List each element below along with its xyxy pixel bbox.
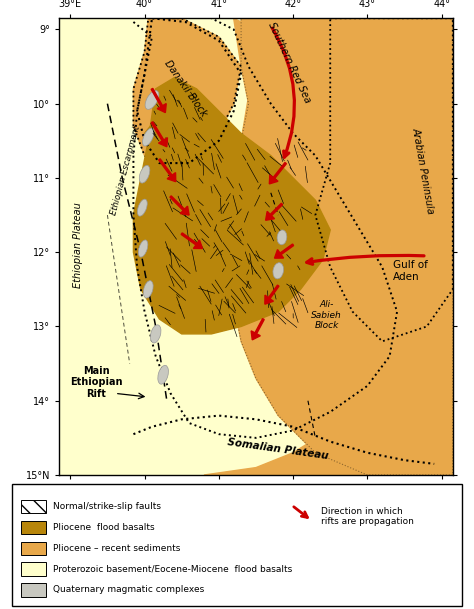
FancyArrow shape bbox=[274, 244, 293, 258]
Ellipse shape bbox=[139, 166, 150, 183]
FancyArrow shape bbox=[265, 285, 279, 304]
FancyArrow shape bbox=[151, 88, 166, 113]
Text: Danakil Block: Danakil Block bbox=[162, 59, 209, 119]
FancyArrow shape bbox=[181, 233, 202, 248]
Ellipse shape bbox=[273, 262, 283, 279]
Text: Gulf of
Aden: Gulf of Aden bbox=[393, 260, 428, 281]
Text: Proterozoic basement/Eocene-Miocene  flood basalts: Proterozoic basement/Eocene-Miocene floo… bbox=[53, 565, 292, 574]
Text: Ethiopian Escarpment: Ethiopian Escarpment bbox=[110, 125, 142, 216]
FancyArrow shape bbox=[251, 319, 264, 340]
Polygon shape bbox=[145, 104, 211, 171]
Ellipse shape bbox=[158, 365, 168, 384]
Ellipse shape bbox=[277, 230, 287, 245]
FancyArrow shape bbox=[269, 163, 286, 184]
Text: Pliocene – recent sediments: Pliocene – recent sediments bbox=[53, 544, 180, 553]
Text: Pliocene  flood basalts: Pliocene flood basalts bbox=[53, 523, 155, 532]
FancyArrow shape bbox=[170, 196, 189, 215]
Polygon shape bbox=[133, 18, 241, 171]
Ellipse shape bbox=[145, 91, 159, 110]
Ellipse shape bbox=[138, 240, 148, 257]
Text: Ethiopian Plateau: Ethiopian Plateau bbox=[73, 202, 83, 287]
Text: Direction in which
rifts are propagation: Direction in which rifts are propagation bbox=[321, 507, 414, 526]
Text: Somalian Plateau: Somalian Plateau bbox=[227, 437, 329, 461]
Bar bbox=[21, 521, 46, 534]
Ellipse shape bbox=[150, 325, 161, 343]
Text: Normal/strike-slip faults: Normal/strike-slip faults bbox=[53, 502, 161, 511]
Text: Ali-
Sabieh
Block: Ali- Sabieh Block bbox=[311, 300, 342, 330]
FancyBboxPatch shape bbox=[12, 484, 462, 606]
Text: Main
Ethiopian
Rift: Main Ethiopian Rift bbox=[70, 365, 123, 399]
Ellipse shape bbox=[137, 199, 147, 216]
Bar bbox=[21, 583, 46, 597]
Bar bbox=[21, 541, 46, 555]
FancyArrow shape bbox=[159, 159, 176, 181]
FancyArrow shape bbox=[151, 122, 167, 147]
Text: Arabian Peninsula: Arabian Peninsula bbox=[410, 127, 436, 214]
Polygon shape bbox=[204, 326, 453, 475]
Ellipse shape bbox=[144, 281, 153, 298]
Polygon shape bbox=[234, 18, 353, 215]
Polygon shape bbox=[234, 18, 453, 475]
FancyArrow shape bbox=[265, 203, 283, 220]
Bar bbox=[21, 500, 46, 513]
Polygon shape bbox=[133, 78, 330, 334]
Ellipse shape bbox=[143, 128, 154, 146]
Text: Quaternary magmatic complexes: Quaternary magmatic complexes bbox=[53, 585, 204, 594]
Bar bbox=[21, 562, 46, 576]
Text: Southern Red Sea: Southern Red Sea bbox=[266, 21, 312, 105]
